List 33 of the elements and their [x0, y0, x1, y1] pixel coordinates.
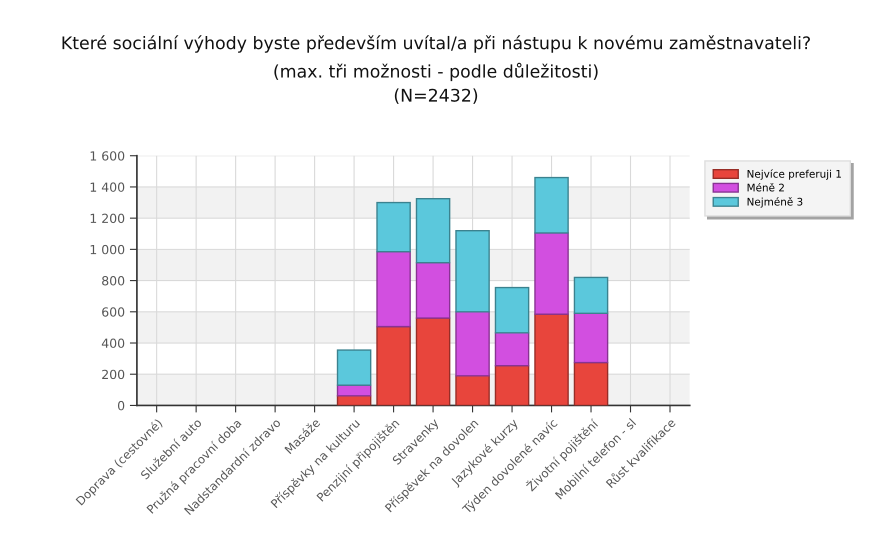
y-tick-label: 800	[102, 276, 124, 286]
bar	[416, 198, 450, 264]
chart-subtitle: (max. tři možnosti - podle důležitosti) (N=2432)	[274, 62, 598, 104]
bar	[494, 332, 530, 366]
y-tick-label: 600	[102, 307, 124, 317]
bar	[416, 317, 450, 406]
legend-label: Méně 2	[748, 183, 784, 192]
y-tick-label: 1 200	[90, 214, 124, 224]
y-tick-label: 0	[118, 400, 124, 410]
bar	[455, 375, 490, 406]
bar	[494, 286, 530, 334]
bar	[416, 262, 450, 319]
bar	[376, 326, 411, 406]
bar	[534, 176, 569, 234]
y-tick-label: 1 000	[90, 244, 124, 254]
legend-label: Nejvíce preferuji 1	[748, 169, 841, 180]
bar	[534, 313, 569, 406]
y-tick-label: 1 600	[90, 151, 124, 161]
legend-label: Nejméně 3	[748, 197, 802, 208]
bar	[574, 276, 608, 314]
y-tick-label: 200	[102, 370, 124, 380]
bar	[455, 230, 490, 312]
bar	[574, 362, 608, 406]
chart-title: Které sociální výhody byste především uvítal/a při nástupu k novému zaměstnavateli?	[62, 35, 810, 53]
bar	[376, 202, 411, 252]
bar	[376, 251, 411, 328]
y-tick-label: 400	[102, 338, 124, 348]
bar	[574, 312, 608, 364]
bar	[455, 311, 490, 376]
bar	[534, 232, 569, 315]
bar	[494, 364, 530, 406]
y-tick-label: 1 400	[90, 182, 124, 192]
bar	[336, 349, 372, 386]
